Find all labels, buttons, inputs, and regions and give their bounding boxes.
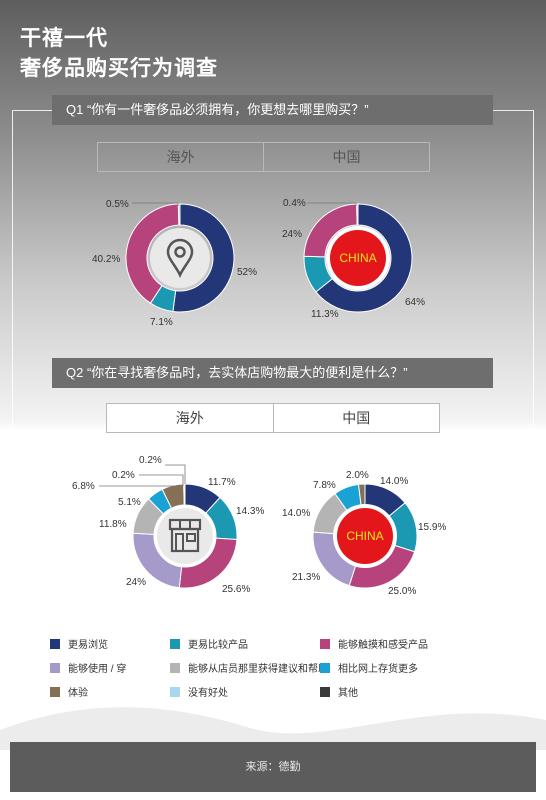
data-label: 11.8% [99,519,127,530]
leader-line [99,484,184,487]
legend-swatch [50,638,60,649]
donut-segment [183,483,186,506]
data-label: 21.3% [292,572,320,583]
donut-segment [177,203,181,226]
location-pin-icon [166,238,194,279]
leader-line [165,464,186,484]
storefront-door-icon [175,533,184,552]
data-label: 14.0% [282,508,310,519]
data-label: 5.1% [118,497,141,508]
q2-tabs: 海外 中国 [106,403,440,433]
q1-tab-overseas: 海外 [98,143,264,171]
donut-segment [125,203,180,304]
chart-legend: 更易浏览 更易比较产品 能够触摸和感受产品能够使用 / 穿 能够从店员那里获得建议和帮… [50,636,520,726]
china-badge [337,508,393,564]
q1-tab-china: 中国 [332,149,361,165]
location-pin-dot [174,246,186,258]
data-label: 40.2% [92,254,120,265]
leader-line [307,202,357,206]
leader-line [132,202,179,206]
legend-swatch [170,638,180,649]
data-label: 24% [282,229,302,240]
legend-swatch [320,686,330,697]
china-badge [330,230,386,286]
center-plate [150,228,210,288]
page-title-line1: 干禧一代 [20,27,108,50]
data-label: 25.6% [222,584,250,595]
data-label: 11.7% [208,477,236,488]
data-label: 24% [126,577,146,588]
legend-swatch [320,662,330,673]
data-label: 7.1% [150,317,173,328]
legend-item: 能够从店员那里获得建议和帮助 [170,660,328,675]
donut-segment [172,203,235,313]
data-label: 25.0% [388,586,416,597]
legend-item: 体验 [50,684,88,699]
data-label: 0.5% [106,199,129,210]
legend-label: 能够从店员那里获得建议和帮助 [188,664,328,675]
data-label: 2.0% [346,470,369,481]
donut-segment [356,203,359,226]
legend-item: 能够触摸和感受产品 [320,636,428,651]
q2-tab-overseas: 海外 [107,404,274,432]
data-label: 6.8% [72,481,95,492]
leader-line [139,474,184,484]
donut-segment [315,203,413,313]
legend-label: 更易浏览 [68,640,108,651]
legend-item: 更易浏览 [50,636,108,651]
data-label: 15.9% [418,522,446,533]
data-label: 52% [237,267,257,278]
legend-swatch [170,686,180,697]
legend-label: 没有好处 [188,688,228,699]
legend-item: 更易比较产品 [170,636,248,651]
legend-label: 能够使用 / 穿 [68,664,127,675]
data-label: 7.8% [313,480,336,491]
data-label: 64% [405,297,425,308]
question-1-bar: Q1 “你有一件奢侈品必须拥有，你更想去哪里购买？” [52,95,493,125]
page-title-line2: 奢侈品购买行为调查 [20,57,218,80]
legend-swatch [50,662,60,673]
center-plate [157,508,213,564]
data-label: 14.0% [380,476,408,487]
data-label: 0.4% [283,198,306,209]
legend-item: 没有好处 [170,684,228,699]
data-label: 11.3% [311,309,339,320]
legend-swatch [50,686,60,697]
legend-label: 相比网上存货更多 [338,664,418,675]
decorative-wave [0,707,546,750]
legend-item: 能够使用 / 穿 [50,660,126,675]
q2-tab-china: 中国 [342,410,371,426]
legend-swatch [170,662,180,673]
data-label: 14.3% [236,506,264,517]
legend-item: 其他 [320,684,358,699]
legend-label: 体验 [68,688,88,699]
storefront-body-icon [170,527,200,553]
data-label: 0.2% [139,455,162,466]
legend-label: 能够触摸和感受产品 [338,640,428,651]
legend-item: 相比网上存货更多 [320,660,418,675]
legend-swatch [320,638,330,649]
legend-label: 其他 [338,688,358,699]
legend-label: 更易比较产品 [188,640,248,651]
q1-tabs: 海外 中国 [97,142,430,172]
source-footer: 来源：德勤 [10,742,536,792]
storefront-window-icon [186,533,196,542]
question-2-bar: Q2 “你在寻找奢侈品时，去实体店购物最大的便利是什么？” [52,358,493,388]
data-label: 0.2% [112,470,135,481]
china-label: CHINA [346,529,383,543]
china-label: CHINA [339,251,376,265]
